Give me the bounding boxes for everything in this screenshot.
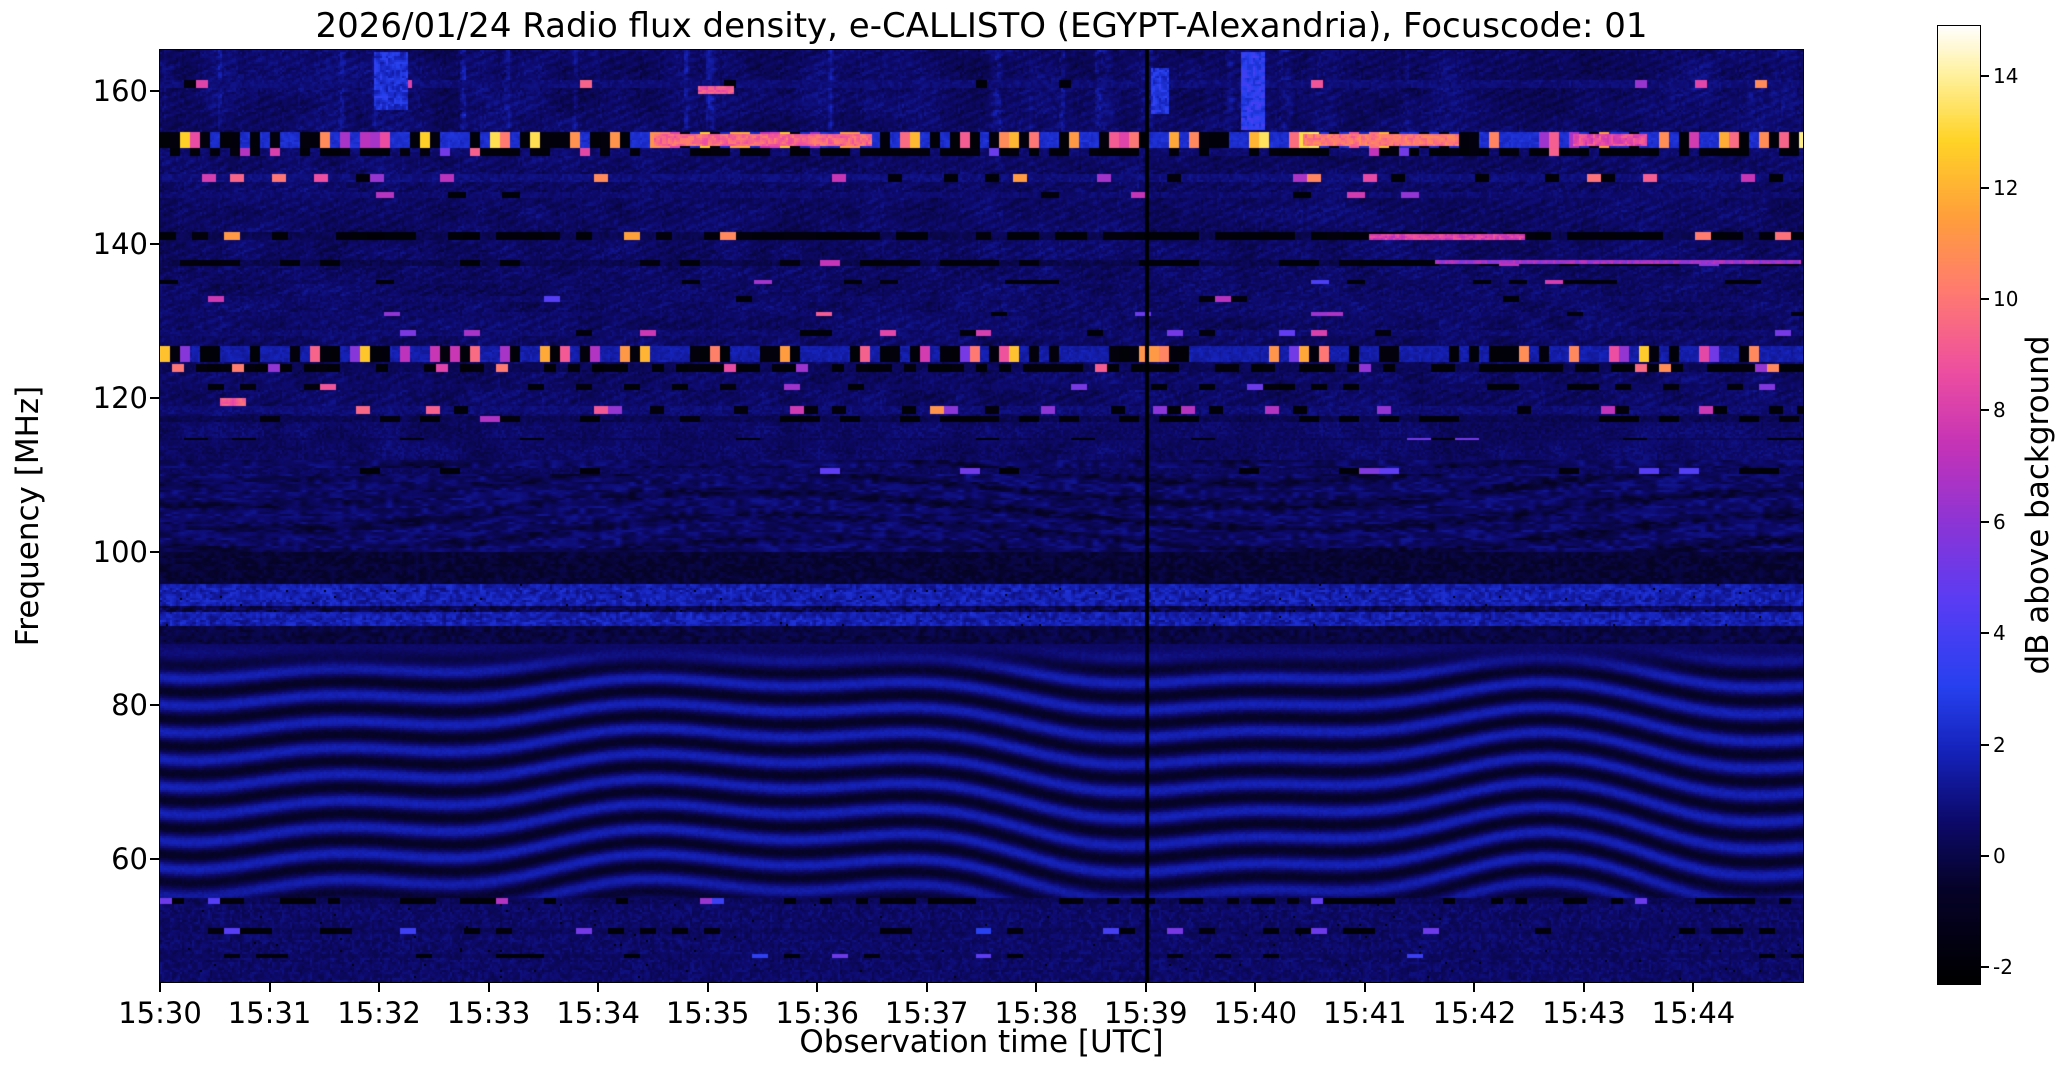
y-tick-mark — [150, 704, 159, 707]
y-tick-label: 160 — [92, 73, 148, 108]
colorbar-tick-label: 6 — [1993, 509, 2006, 534]
y-tick-label: 140 — [92, 227, 148, 262]
colorbar-tick-label: 10 — [1993, 286, 2019, 311]
colorbar-tick-mark — [1981, 520, 1989, 523]
x-tick-mark — [1582, 983, 1585, 992]
colorbar-tick-mark — [1981, 297, 1989, 300]
colorbar-tick-label: 2 — [1993, 732, 2006, 757]
colorbar-tick-mark — [1981, 186, 1989, 189]
x-tick-mark — [597, 983, 600, 992]
colorbar-tick-label: 14 — [1993, 64, 2019, 89]
spectrogram-heatmap — [159, 49, 1804, 983]
colorbar-tick-mark — [1981, 75, 1989, 78]
y-tick-mark — [150, 243, 159, 246]
x-tick-mark — [1692, 983, 1695, 992]
y-tick-mark — [150, 397, 159, 400]
x-tick-mark — [1363, 983, 1366, 992]
x-tick-mark — [1473, 983, 1476, 992]
y-tick-label: 80 — [111, 688, 148, 723]
y-tick-mark — [150, 550, 159, 553]
colorbar-tick-label: 8 — [1993, 398, 2006, 423]
y-axis-label: Frequency [MHz] — [10, 385, 46, 647]
colorbar-label: dB above background — [2020, 335, 2056, 675]
x-tick-mark — [159, 983, 161, 992]
colorbar-tick-mark — [1981, 632, 1989, 635]
x-tick-mark — [925, 983, 928, 992]
colorbar-tick-mark — [1981, 854, 1989, 857]
x-tick-mark — [1144, 983, 1147, 992]
colorbar-tick-label: -2 — [1993, 955, 2013, 980]
colorbar-tick-label: 12 — [1993, 175, 2019, 200]
colorbar-tick-label: 4 — [1993, 621, 2006, 646]
x-tick-mark — [1035, 983, 1038, 992]
chart-title: 2026/01/24 Radio flux density, e-CALLIST… — [315, 6, 1648, 46]
y-tick-label: 120 — [92, 381, 148, 416]
x-axis-label: Observation time [UTC] — [799, 1024, 1164, 1060]
x-tick-mark — [268, 983, 271, 992]
y-tick-label: 60 — [111, 842, 148, 877]
y-tick-mark — [150, 858, 159, 861]
y-tick-mark — [150, 89, 159, 92]
x-tick-mark — [378, 983, 381, 992]
colorbar-tick-mark — [1981, 409, 1989, 412]
y-tick-label: 100 — [92, 534, 148, 569]
colorbar-gradient — [1937, 25, 1981, 985]
colorbar-tick-label: 0 — [1993, 843, 2006, 868]
x-tick-mark — [487, 983, 490, 992]
x-tick-mark — [1254, 983, 1257, 992]
colorbar-tick-mark — [1981, 743, 1989, 746]
x-tick-mark — [816, 983, 819, 992]
colorbar-tick-mark — [1981, 966, 1989, 969]
x-tick-mark — [706, 983, 709, 992]
